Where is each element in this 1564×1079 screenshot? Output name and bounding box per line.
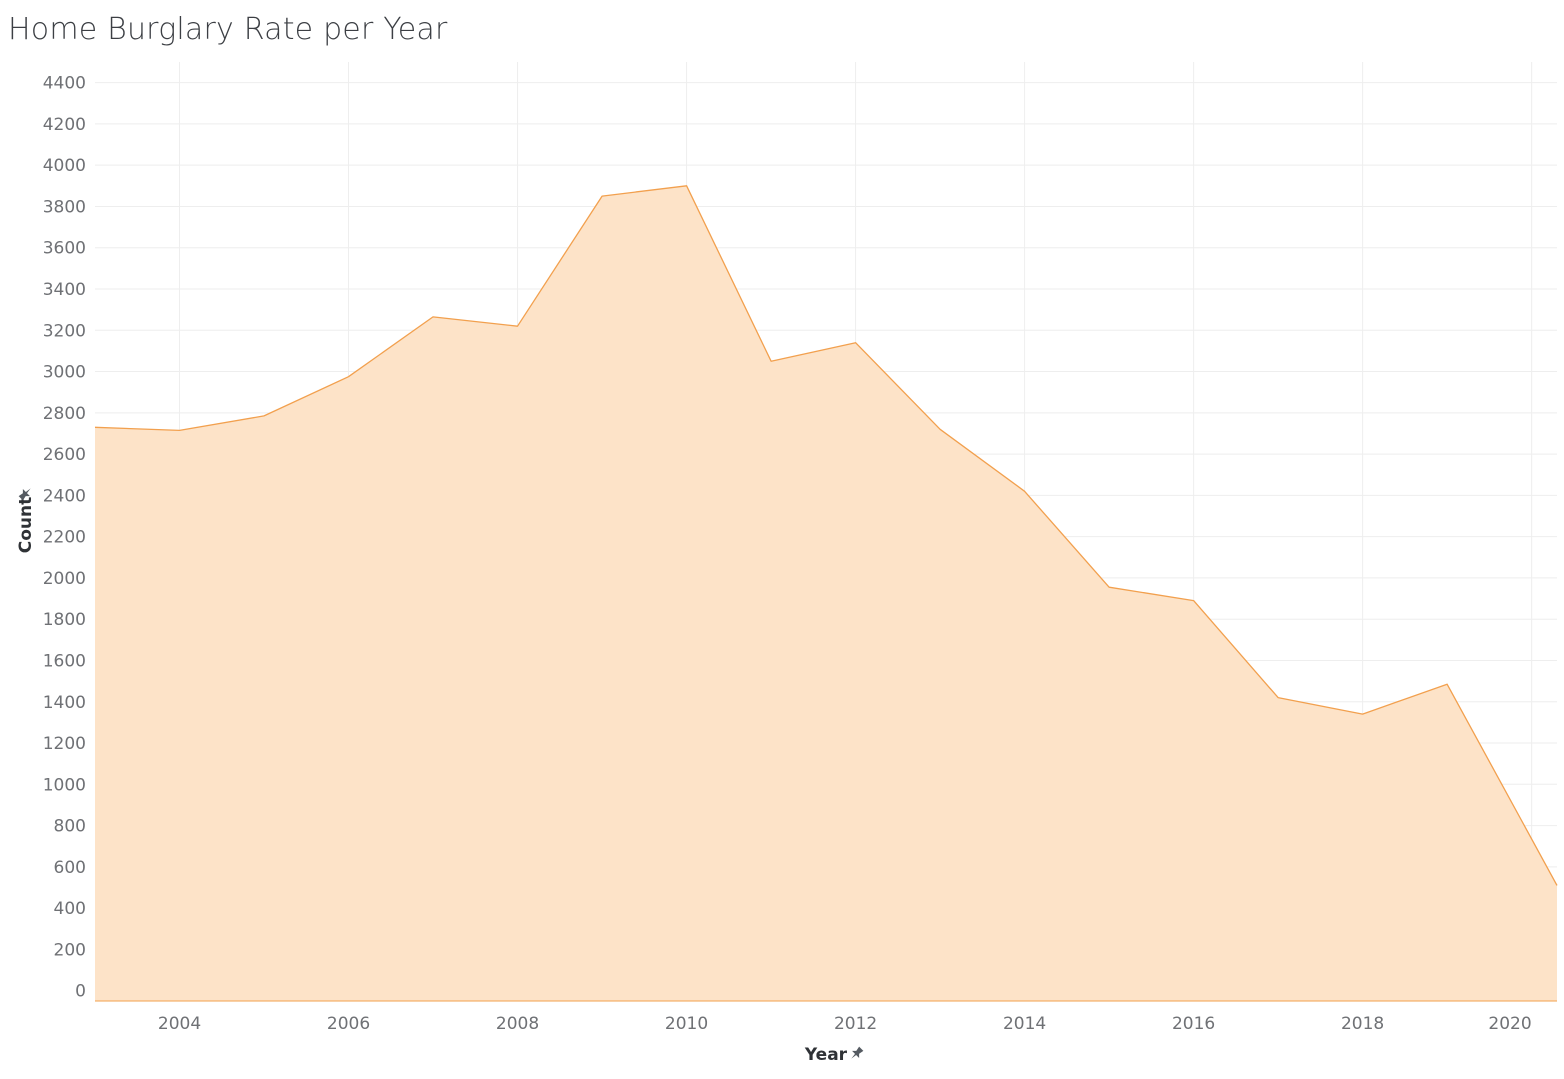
- x-tick-label: 2016: [1172, 1014, 1215, 1034]
- x-tick-label: 2014: [1003, 1014, 1046, 1034]
- y-tick-label: 800: [54, 817, 86, 837]
- y-tick-label: 4200: [43, 115, 86, 135]
- y-tick-label: 3600: [43, 239, 86, 259]
- y-tick-label: 3200: [43, 321, 86, 341]
- data-point[interactable]: [1443, 680, 1451, 688]
- y-axis-ticks: 0 200 400 600 800 1000 1200 1400 1600 1800 2000 220…: [43, 74, 86, 1002]
- y-tick-label: 2400: [43, 486, 86, 506]
- pin-icon[interactable]: [848, 1045, 865, 1062]
- data-point[interactable]: [1021, 487, 1029, 495]
- data-point[interactable]: [260, 412, 268, 420]
- y-tick-label: 1200: [43, 734, 86, 754]
- x-tick-label: 2012: [834, 1014, 877, 1034]
- x-axis-title: Year: [804, 1045, 848, 1065]
- y-tick-label: 600: [54, 858, 86, 878]
- data-point[interactable]: [91, 423, 99, 431]
- y-tick-label: 2200: [43, 528, 86, 548]
- data-point[interactable]: [1553, 881, 1561, 889]
- chart-title: Home Burglary Rate per Year: [8, 12, 448, 47]
- x-tick-label: 2008: [496, 1014, 539, 1034]
- y-tick-label: 4400: [43, 74, 86, 94]
- y-axis-title-group[interactable]: Count: [16, 485, 36, 553]
- plot-area: [91, 182, 1561, 1002]
- data-point[interactable]: [1359, 710, 1367, 718]
- data-point[interactable]: [176, 426, 184, 434]
- data-point[interactable]: [598, 192, 606, 200]
- y-tick-label: 200: [54, 940, 86, 960]
- y-tick-label: 4000: [43, 156, 86, 176]
- area-fill: [95, 185, 1557, 1002]
- pin-icon[interactable]: [17, 485, 34, 502]
- x-tick-label: 2004: [158, 1014, 201, 1034]
- y-tick-label: 2800: [43, 404, 86, 424]
- y-tick-label: 1600: [43, 651, 86, 671]
- data-point[interactable]: [852, 339, 860, 347]
- y-axis-title: Count: [16, 497, 36, 554]
- data-point[interactable]: [683, 182, 691, 190]
- data-point[interactable]: [345, 373, 353, 381]
- x-axis-ticks: 2004 2006 2008 2010 2012 2014 2016 2018 2020: [158, 1014, 1532, 1034]
- data-point[interactable]: [1190, 597, 1198, 605]
- x-tick-label: 2006: [327, 1014, 370, 1034]
- series-line: [94, 185, 1558, 886]
- y-tick-label: 2600: [43, 445, 86, 465]
- y-tick-label: 1400: [43, 693, 86, 713]
- data-point[interactable]: [1105, 583, 1113, 591]
- data-point[interactable]: [429, 313, 437, 321]
- y-tick-label: 1000: [43, 775, 86, 795]
- data-point[interactable]: [767, 357, 775, 365]
- y-tick-label: 1800: [43, 610, 86, 630]
- data-point[interactable]: [514, 322, 522, 330]
- x-tick-label: 2020: [1488, 1014, 1531, 1034]
- x-axis-title-group[interactable]: Year: [804, 1045, 865, 1065]
- x-tick-label: 2010: [665, 1014, 708, 1034]
- y-tick-label: 400: [54, 899, 86, 919]
- y-tick-label: 2000: [43, 569, 86, 589]
- x-tick-label: 2018: [1341, 1014, 1384, 1034]
- y-tick-label: 3800: [43, 197, 86, 217]
- data-point[interactable]: [1274, 694, 1282, 702]
- y-tick-label: 3000: [43, 363, 86, 383]
- y-tick-label: 3400: [43, 280, 86, 300]
- data-point[interactable]: [936, 425, 944, 433]
- y-tick-label: 0: [75, 982, 86, 1002]
